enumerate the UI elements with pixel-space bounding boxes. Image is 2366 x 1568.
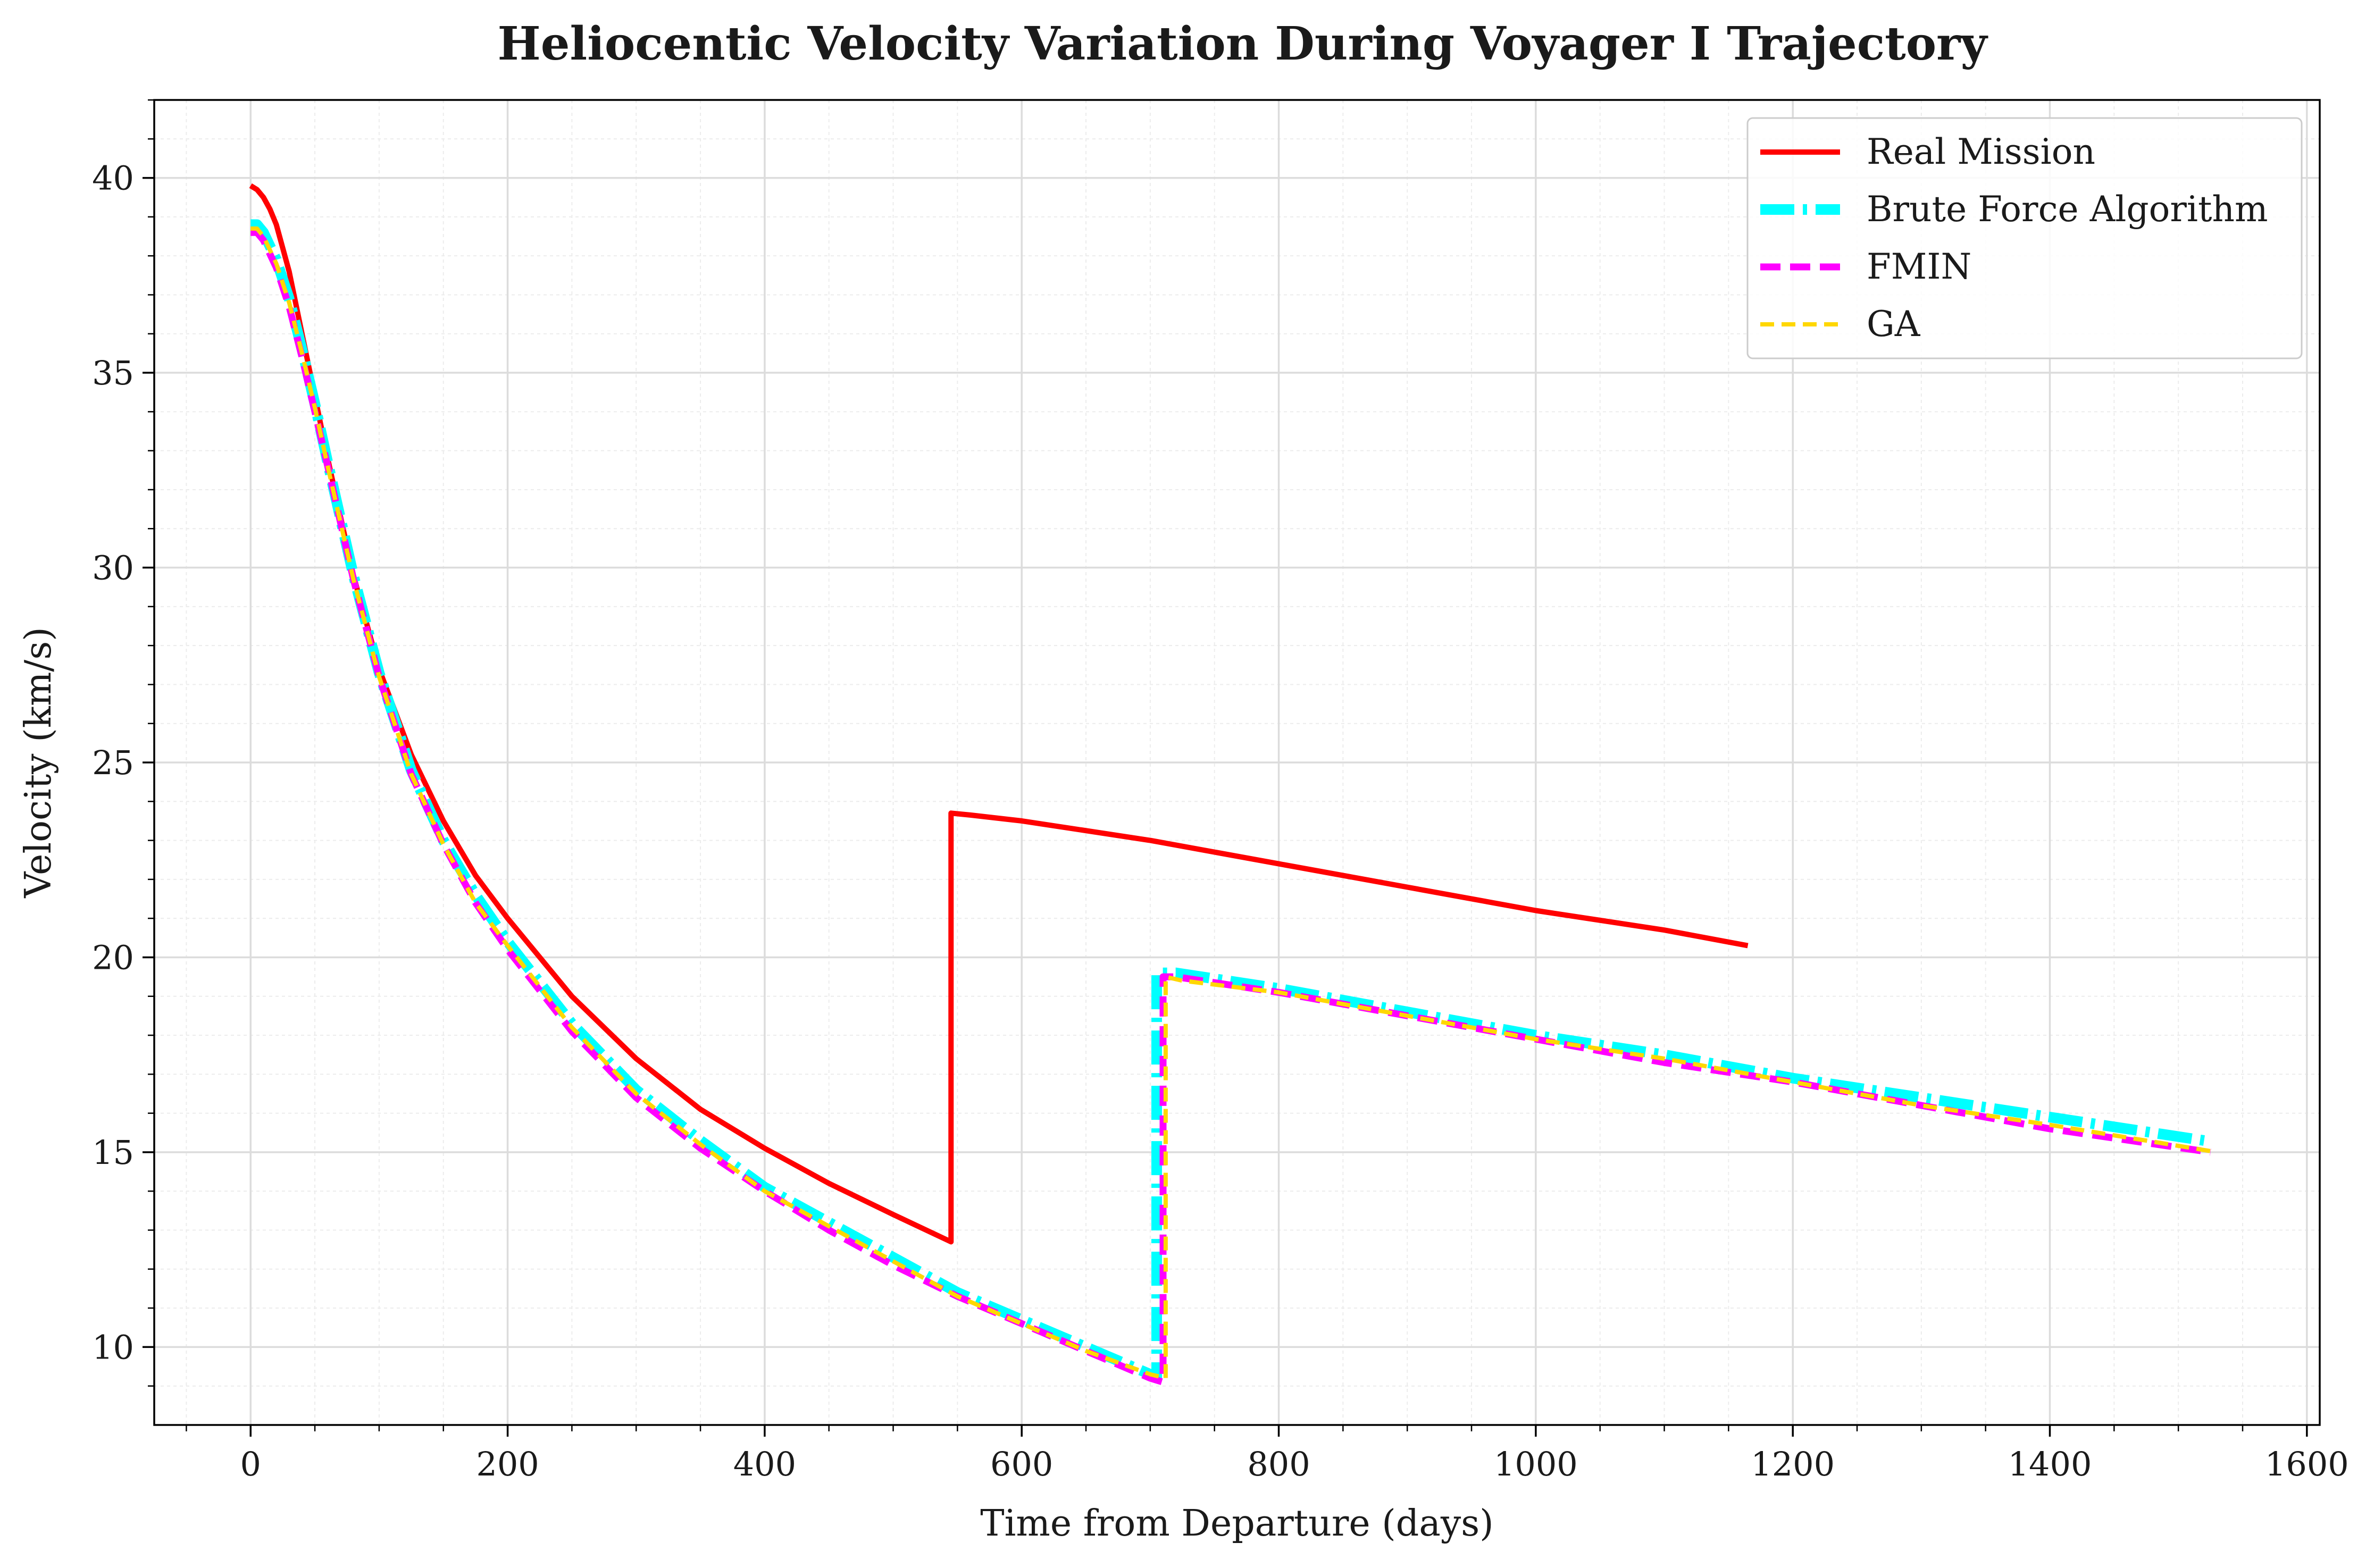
legend: Real Mission Brute Force Algorithm FMIN GA	[1746, 117, 2303, 359]
y-tick-label: 15	[92, 1133, 134, 1172]
axis-tick-labels: 0 200 400 600 800 1000 1200 1400 1600 10 15 20 25 30 3…	[92, 159, 2349, 1483]
y-tick-label: 30	[92, 549, 134, 588]
y-tick-label: 40	[92, 159, 134, 198]
x-tick-label: 1600	[2265, 1445, 2349, 1483]
x-tick-label: 400	[733, 1445, 796, 1483]
minor-grid	[154, 99, 2320, 1425]
x-tick-label: 600	[990, 1445, 1053, 1483]
y-tick-label: 10	[92, 1328, 134, 1366]
x-tick-label: 1400	[2008, 1445, 2092, 1483]
y-tick-label: 35	[92, 354, 134, 392]
y-tick-label: 25	[92, 743, 134, 782]
legend-box	[1746, 117, 2303, 359]
chart-title: Heliocentic Velocity Variation During Vo…	[498, 17, 1989, 71]
legend-entry: GA	[1867, 304, 1921, 345]
x-axis-label: Time from Departure (days)	[980, 1503, 1493, 1545]
legend-entry: Real Mission	[1867, 131, 2095, 172]
series-layer	[249, 183, 2218, 1386]
x-tick-label: 200	[476, 1445, 539, 1483]
axis-ticks	[143, 99, 2308, 1437]
x-tick-label: 800	[1247, 1445, 1310, 1483]
legend-entry: Brute Force Algorithm	[1867, 189, 2268, 230]
y-tick-label: 20	[92, 938, 134, 977]
x-tick-label: 1200	[1751, 1445, 1835, 1483]
x-tick-label: 1000	[1494, 1445, 1578, 1483]
series-line-ga	[250, 226, 2218, 1380]
y-axis-label: Velocity (km/s)	[18, 627, 60, 899]
x-tick-label: 0	[240, 1445, 261, 1483]
series-line-real-mission	[249, 183, 1749, 1245]
legend-entry: FMIN	[1867, 246, 1971, 287]
